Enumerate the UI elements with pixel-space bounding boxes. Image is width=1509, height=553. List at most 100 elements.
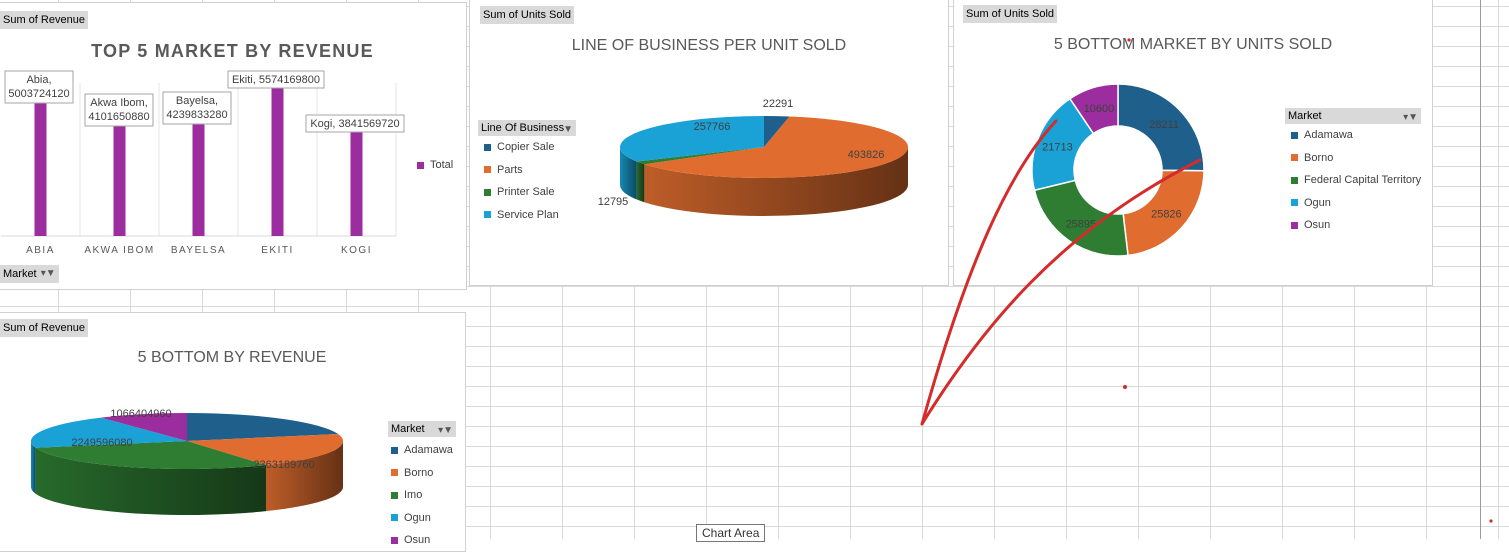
legend-label: Service Plan xyxy=(497,208,559,221)
legend-item: Printer Sale xyxy=(484,186,554,198)
doughnut-slice[interactable] xyxy=(1117,83,1205,172)
data-label: Abia, xyxy=(26,74,51,86)
legend-label: Ogun xyxy=(404,511,431,524)
legend-item: Service Plan xyxy=(484,209,559,221)
legend-label: Total xyxy=(430,159,454,171)
data-callout: Abia, 5003724120 xyxy=(4,70,74,104)
x-tick-label: ABIA xyxy=(26,245,55,256)
legend-label: Osun xyxy=(1304,219,1331,231)
legend-label: Adamawa xyxy=(404,444,453,456)
bottom5-revenue-chart[interactable]: Sum of Revenue 5 BOTTOM BY REVENUE 10664… xyxy=(0,312,466,552)
legend-label: Adamawa xyxy=(1304,129,1353,141)
chart-area-tooltip: Chart Area xyxy=(696,524,766,542)
bar-plot: ABIA AKWA IBOM BAYELSA EKITI KOGI Abia, 500372… xyxy=(1,70,405,256)
legend-item: Federal Capital Territory xyxy=(1291,174,1421,186)
filter-dropdown-icon[interactable]: ▾▼ xyxy=(1403,112,1418,123)
legend-header-label: Market xyxy=(391,423,425,435)
pie-slice[interactable] xyxy=(35,441,267,469)
field-button-market[interactable]: Market ▾▼ xyxy=(0,265,59,283)
data-callout: Ekiti, 5574169800 xyxy=(227,70,325,89)
legend-item: Parts xyxy=(484,164,523,176)
x-tick-label: AKWA IBOM xyxy=(84,245,154,256)
bar[interactable] xyxy=(34,96,47,237)
legend-swatch xyxy=(391,514,398,522)
legend-item: Copier Sale xyxy=(484,141,554,153)
pie-slice-side xyxy=(620,147,637,200)
chart-title: 5 BOTTOM MARKET BY UNITS SOLD xyxy=(1053,36,1333,53)
legend-swatch xyxy=(391,536,398,544)
legend-header-label: Line Of Business xyxy=(481,122,565,134)
legend-swatch xyxy=(391,469,398,477)
data-label: 25826 xyxy=(1151,208,1182,220)
legend-item: Borno xyxy=(1291,152,1333,164)
legend-swatch xyxy=(484,166,491,174)
pie-slice[interactable] xyxy=(764,116,790,147)
doughnut-slice[interactable] xyxy=(1068,83,1119,135)
doughnut-plot: 28211 25826 25895 21713 10600 xyxy=(1031,83,1205,257)
legend-item: Borno xyxy=(391,467,433,479)
legend-header-market[interactable]: Market ▾▼ xyxy=(388,421,456,437)
data-label: 2363189760 xyxy=(253,459,314,471)
dropdown-arrow-icon[interactable]: ▼ xyxy=(563,124,573,135)
bar[interactable] xyxy=(271,81,284,236)
legend-label: Borno xyxy=(404,466,434,479)
pie-slice-side xyxy=(636,161,645,203)
field-button-sum-of-units-sold[interactable]: Sum of Units Sold xyxy=(963,5,1058,23)
pie-slice[interactable] xyxy=(101,413,187,441)
legend-label: Printer Sale xyxy=(497,186,555,198)
legend-header-market[interactable]: Market ▾▼ xyxy=(1285,108,1421,124)
bar[interactable] xyxy=(192,118,205,236)
data-label: Kogi, 3841569720 xyxy=(310,118,399,130)
field-button-sum-of-units-sold[interactable]: Sum of Units Sold xyxy=(480,6,575,24)
bar[interactable] xyxy=(113,121,126,236)
pie-slice[interactable] xyxy=(636,147,764,165)
legend-item: Adamawa xyxy=(391,444,453,456)
legend-swatch xyxy=(484,211,491,219)
pie-slice-side xyxy=(31,441,36,494)
chart-title: LINE OF BUSINESS PER UNIT SOLD xyxy=(571,37,847,54)
pie-slice[interactable] xyxy=(31,417,188,448)
sheet-page-break-line xyxy=(1480,0,1481,539)
data-label: 1066404960 xyxy=(110,408,171,420)
pie-slice[interactable] xyxy=(644,116,908,178)
data-callout: Akwa Ibom, 4101650880 xyxy=(84,93,154,127)
legend-item: Ogun xyxy=(1291,197,1331,209)
legend-label: Borno xyxy=(1304,151,1334,164)
field-button-sum-of-revenue[interactable]: Sum of Revenue xyxy=(0,11,88,29)
data-label: 12795 xyxy=(598,196,629,208)
top5-revenue-chart[interactable]: Sum of Revenue TOP 5 MARKET BY REVENUE A… xyxy=(0,2,467,290)
legend-header-line-of-business[interactable]: Line Of Business ▼ xyxy=(478,120,576,136)
x-tick-label: KOGI xyxy=(341,245,372,256)
x-tick-label: EKITI xyxy=(261,245,294,256)
legend-item: Ogun xyxy=(391,512,431,524)
legend-swatch xyxy=(1291,176,1298,184)
pie-slice[interactable] xyxy=(187,413,339,441)
pie-slice[interactable] xyxy=(620,115,764,162)
bottom5-units-chart[interactable]: Sum of Units Sold 5 BOTTOM MARKET BY UNI… xyxy=(953,0,1433,286)
pie-plot: 1066404960 2249596080 2363189760 xyxy=(31,408,344,515)
legend-item-total: Total xyxy=(417,159,453,171)
data-label: 22291 xyxy=(763,98,794,110)
field-button-label: Market xyxy=(3,268,37,280)
legend-label: Ogun xyxy=(1304,196,1331,209)
data-label: Akwa Ibom, xyxy=(90,97,147,109)
pie-plot: 22291 493826 12795 257766 xyxy=(598,98,908,217)
data-label: 5003724120 xyxy=(8,88,69,100)
filter-dropdown-icon[interactable]: ▾▼ xyxy=(40,268,56,279)
legend-label: Osun xyxy=(404,534,431,546)
pie-slice[interactable] xyxy=(187,433,344,466)
legend-label: Parts xyxy=(497,163,523,176)
filter-dropdown-icon[interactable]: ▾▼ xyxy=(438,425,453,436)
legend-swatch xyxy=(1291,221,1298,229)
legend-header-label: Market xyxy=(1288,110,1322,122)
bar[interactable] xyxy=(350,129,363,236)
legend-label: Copier Sale xyxy=(497,141,555,153)
legend-item: Osun xyxy=(391,534,430,546)
field-button-sum-of-revenue[interactable]: Sum of Revenue xyxy=(0,319,88,337)
x-tick-label: BAYELSA xyxy=(171,245,226,256)
legend-swatch xyxy=(1291,154,1298,162)
line-of-business-chart[interactable]: Sum of Units Sold LINE OF BUSINESS PER U… xyxy=(469,0,949,286)
data-callout: Bayelsa, 4239833280 xyxy=(162,91,232,125)
legend-label: Federal Capital Territory xyxy=(1304,174,1422,186)
pie-slice-side xyxy=(644,147,908,217)
